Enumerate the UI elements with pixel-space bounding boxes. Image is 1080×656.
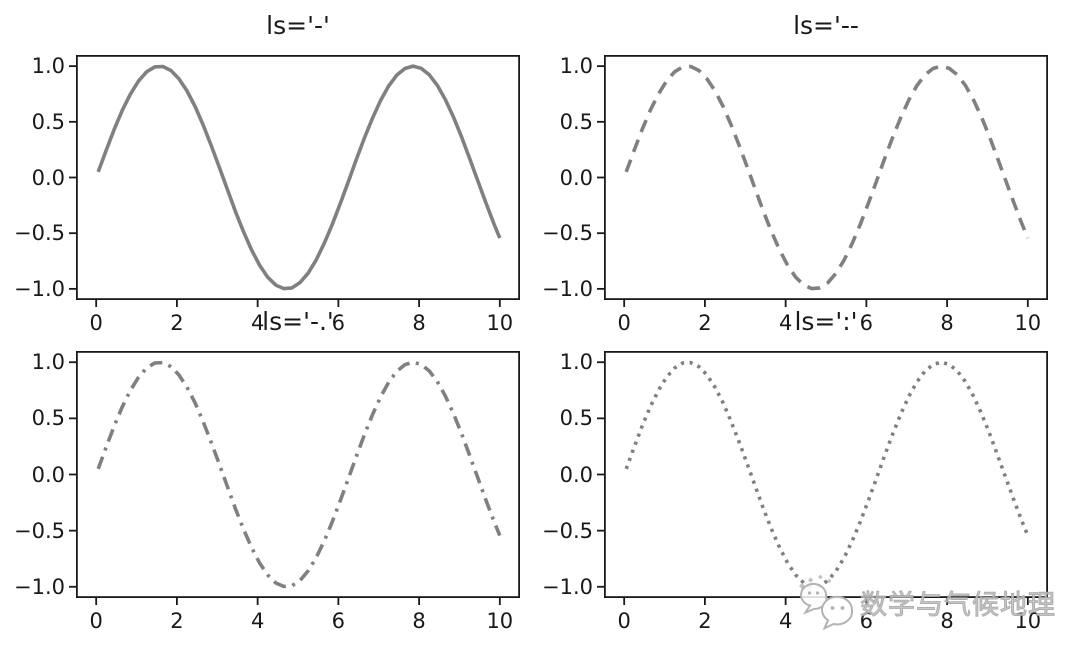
y-tick-label: 0.5 [559, 406, 593, 431]
subplot-title: ls='-.' [262, 307, 334, 336]
y-tick-label: −0.5 [14, 518, 65, 543]
y-tick-label: 0.0 [31, 165, 65, 190]
x-tick-label: 8 [412, 609, 426, 633]
subplot-dashed: ls='-- 0 2 4 6 8 10 1.0 0.5 0.0 −0.5 −1.0 [542, 11, 1049, 335]
sine-curve [624, 360, 1030, 589]
y-tick-label: 1.0 [31, 350, 65, 375]
plot-area [597, 350, 1049, 605]
subplot-dotted: ls=':' 0 2 4 6 8 10 1.0 0.5 0.0 −0.5 −1.0 [542, 307, 1049, 633]
x-tick-label: 0 [89, 609, 103, 633]
y-tick-label: −1.0 [542, 276, 593, 301]
y-tick-label: −1.0 [14, 276, 65, 301]
x-tick-label: 10 [1014, 311, 1042, 335]
x-tick-label: 4 [778, 311, 793, 335]
y-tick-label: 0.0 [559, 165, 593, 190]
x-tick-label: 2 [170, 609, 184, 633]
y-tick-label: −0.5 [542, 221, 593, 246]
y-tick-label: 0.5 [31, 109, 65, 134]
x-tick-label: 4 [778, 609, 793, 633]
axes-spines [75, 54, 521, 300]
x-tick-label: 10 [1014, 609, 1042, 633]
subplot-dashdot: ls='-.' 0 2 4 6 8 10 1.0 0.5 0.0 −0.5 −1.0 [14, 307, 521, 633]
x-tick-label: 6 [859, 609, 874, 633]
subplot-title: ls='-' [266, 11, 330, 40]
x-tick-label: 4 [250, 311, 265, 335]
y-tick-label: −1.0 [542, 574, 593, 599]
x-tick-label: 10 [486, 311, 514, 335]
subplot-title: ls='-- [793, 11, 859, 40]
x-tick-label: 2 [698, 311, 712, 335]
y-tick-label: 0.0 [559, 462, 593, 487]
y-tick-label: 1.0 [559, 350, 593, 375]
x-tick-label: 4 [250, 609, 265, 633]
y-tick-label: 0.5 [559, 109, 593, 134]
y-tick-label: 1.0 [559, 54, 593, 79]
y-tick-label: 0.0 [31, 462, 65, 487]
sine-curve [624, 64, 1030, 291]
y-tick-label: −1.0 [14, 574, 65, 599]
subplot-solid: ls='-' 0 2 4 6 8 10 1.0 0.5 0.0 −0.5 −1.0 [14, 11, 521, 335]
x-tick-label: 0 [89, 311, 103, 335]
x-tick-label: 6 [331, 311, 346, 335]
x-tick-label: 8 [412, 311, 426, 335]
y-tick-label: −0.5 [542, 518, 593, 543]
x-tick-label: 8 [940, 609, 954, 633]
x-tick-label: 0 [617, 609, 631, 633]
plot-area [69, 350, 521, 605]
x-tick-label: 6 [331, 609, 346, 633]
x-tick-label: 8 [940, 311, 954, 335]
axes-spines [603, 350, 1049, 598]
y-tick-label: 1.0 [31, 54, 65, 79]
plot-area [597, 54, 1049, 307]
subplot-title: ls=':' [794, 307, 858, 336]
y-tick-label: 0.5 [31, 406, 65, 431]
x-tick-label: 2 [698, 609, 712, 633]
x-tick-label: 10 [486, 609, 514, 633]
x-tick-label: 6 [859, 311, 874, 335]
x-tick-label: 2 [170, 311, 184, 335]
x-tick-label: 0 [617, 311, 631, 335]
sine-curve [96, 360, 502, 589]
plot-area [69, 54, 521, 307]
axes-spines [75, 350, 521, 598]
sine-curve [96, 64, 502, 291]
y-tick-label: −0.5 [14, 221, 65, 246]
axes-spines [603, 54, 1049, 300]
